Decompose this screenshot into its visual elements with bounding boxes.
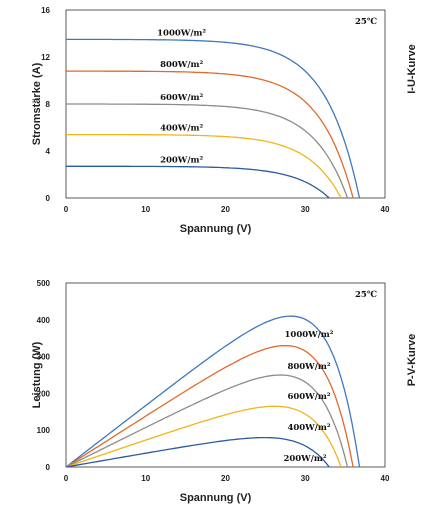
x-tick-label: 30 [301,474,310,483]
series-line [65,374,349,468]
series-line [66,103,349,199]
series-label: 800W/m² [287,362,330,372]
iu-chart: 0 4 8 12 16 0 10 20 30 40 Spannung (V) Stromstärke … [31,6,418,235]
series-label: 600W/m² [287,392,330,402]
series-label: 600W/m² [160,93,203,103]
series-line [66,165,330,199]
pv-chart: 0 100 200 300 400 500 0 10 20 30 40 Spannung (V) Lei… [31,279,418,504]
series-label: 200W/m² [283,454,326,464]
chart-side-title: P-V-Kurve [406,334,418,387]
x-tick-label: 40 [381,205,390,214]
series-label: 400W/m² [287,423,330,433]
chart-side-title: I-U-Kurve [406,44,418,94]
x-tick-label: 10 [141,205,150,214]
x-axis-title: Spannung (V) [180,223,252,235]
x-tick-label: 10 [141,474,150,483]
series-line [65,436,330,468]
x-tick-label: 30 [301,205,310,214]
series-label: 200W/m² [160,155,203,165]
series-label: 400W/m² [160,124,203,134]
y-tick-label: 100 [37,426,51,435]
series-line [66,133,342,199]
y-tick-label: 0 [46,194,51,203]
series-label: 1000W/m² [284,330,333,340]
series-label: 1000W/m² [157,28,206,38]
series-line [65,405,342,468]
y-tick-label: 200 [37,389,51,398]
series-line [65,344,354,468]
y-tick-label: 0 [46,463,51,472]
series-line [66,38,361,199]
y-tick-label: 500 [37,279,51,288]
y-tick-label: 16 [41,6,50,15]
y-tick-label: 8 [46,100,51,109]
x-tick-label: 0 [64,474,69,483]
x-tick-label: 0 [64,205,69,214]
x-axis-title: Spannung (V) [180,492,252,504]
y-axis-title: Stromstärke (A) [31,62,43,145]
plot-frame [65,282,386,468]
y-axis-title: Leistung (W) [31,341,43,408]
series-line [65,315,361,468]
x-tick-label: 20 [221,205,230,214]
series-label: 800W/m² [160,60,203,70]
series-line [66,70,354,199]
temperature-annotation: 25℃ [355,290,377,300]
y-tick-label: 400 [37,316,51,325]
temperature-annotation: 25℃ [355,17,377,27]
y-tick-label: 4 [46,147,51,156]
y-tick-label: 12 [41,53,50,62]
x-tick-label: 20 [221,474,230,483]
x-tick-label: 40 [381,474,390,483]
y-tick-label: 300 [37,353,51,362]
